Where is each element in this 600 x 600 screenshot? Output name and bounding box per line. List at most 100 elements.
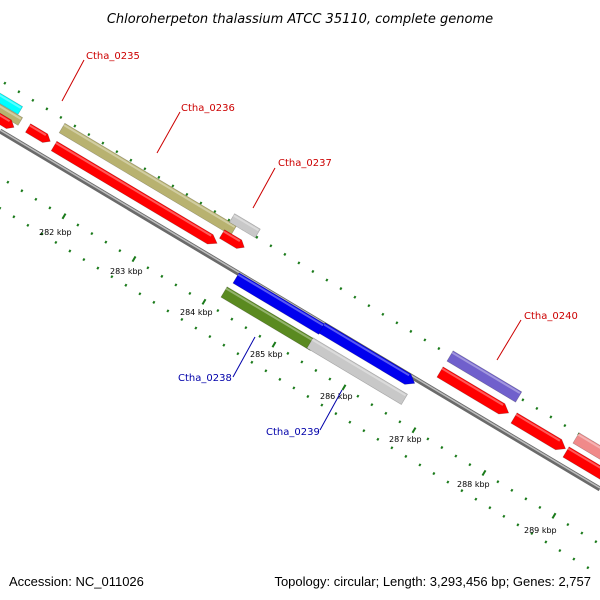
gene-label-ctha-0236[interactable]: Ctha_0236 [181, 103, 235, 114]
minor-tick [17, 90, 21, 94]
major-tick [61, 213, 67, 220]
feature-gene-ctha-0237[interactable] [229, 213, 261, 239]
feature-blue-upper[interactable] [232, 272, 326, 335]
feature-cds-left[interactable] [0, 108, 17, 132]
minor-tick [454, 454, 458, 458]
minor-tick [395, 321, 399, 325]
gene-label-ctha-0239[interactable]: Ctha_0239 [266, 427, 320, 438]
minor-tick [530, 531, 534, 536]
leader-line-ctha-0239 [319, 389, 343, 431]
minor-tick [180, 317, 184, 322]
minor-tick [115, 150, 119, 154]
feature-cds-ctha-0237[interactable] [219, 229, 246, 252]
minor-tick [54, 240, 58, 245]
minor-tick [524, 497, 528, 501]
minor-tick [208, 334, 212, 339]
minor-tick [572, 557, 576, 561]
minor-tick [510, 488, 514, 492]
gene-label-ctha-0235[interactable]: Ctha_0235 [86, 51, 140, 62]
minor-tick [230, 317, 234, 321]
minor-tick [381, 312, 385, 316]
minor-tick [250, 360, 254, 364]
accession-text: Accession: NC_011026 [9, 574, 144, 589]
minor-tick [370, 403, 374, 407]
minor-tick [82, 257, 86, 262]
major-tick [481, 469, 487, 477]
feature-olive-small[interactable] [0, 96, 24, 126]
minor-tick [580, 531, 584, 535]
minor-tick [286, 351, 290, 355]
minor-tick [283, 252, 287, 256]
minor-tick [586, 566, 590, 570]
minor-tick [292, 386, 296, 390]
minor-tick [300, 360, 304, 364]
feature-cds-ctha-0236[interactable] [50, 140, 220, 248]
leader-line-ctha-0238 [232, 336, 256, 378]
minor-tick [353, 295, 357, 299]
major-tick [411, 427, 417, 434]
feature-cds-right[interactable] [510, 412, 569, 454]
minor-tick [566, 522, 570, 527]
gene-labels: Ctha_0235 Ctha_0236 Ctha_0237 Ctha_0238 … [61, 51, 578, 438]
gene-label-ctha-0238[interactable]: Ctha_0238 [178, 373, 232, 384]
minor-tick [157, 175, 161, 179]
minor-tick [160, 274, 164, 278]
minor-tick [34, 197, 38, 201]
minor-tick [255, 235, 259, 239]
minor-tick [468, 463, 472, 467]
minor-tick [40, 232, 44, 236]
minor-tick [521, 398, 525, 402]
minor-tick [90, 231, 94, 236]
minor-tick [320, 403, 324, 407]
map-title: Chloroherpeton thalassium ATCC 35110, co… [107, 12, 493, 27]
ruler-label-286: 286 kbp [320, 392, 353, 401]
minor-tick [418, 463, 422, 467]
minor-tick [104, 240, 108, 244]
minor-tick [558, 548, 562, 553]
feature-cyan[interactable] [0, 85, 24, 115]
major-tick [341, 384, 347, 391]
feature-cds-ctha-0240[interactable] [436, 366, 512, 418]
feature-gene-ctha-0240[interactable] [446, 350, 523, 403]
minor-tick [398, 420, 402, 424]
ruler-label-287: 287 kbp [389, 435, 422, 444]
minor-tick [146, 266, 150, 270]
minor-tick [306, 394, 310, 399]
minor-tick [3, 81, 7, 85]
minor-tick [362, 429, 366, 433]
feature-cds-0235[interactable] [25, 123, 52, 146]
minor-tick [12, 215, 16, 219]
minor-tick [258, 334, 262, 338]
minor-tick [334, 412, 338, 416]
minor-tick [194, 326, 198, 330]
minor-tick [68, 249, 72, 253]
minor-tick [325, 278, 329, 282]
minor-tick [31, 98, 35, 102]
minor-tick [143, 167, 147, 171]
minor-tick [129, 158, 133, 162]
minor-tick [384, 411, 388, 415]
minor-tick [376, 437, 380, 441]
feature-gene-ctha-0238[interactable] [220, 286, 317, 351]
minor-tick [76, 223, 80, 227]
leader-line-ctha-0240 [496, 319, 522, 361]
minor-tick [152, 300, 156, 304]
feature-pink-right[interactable] [572, 432, 600, 465]
minor-tick [0, 206, 2, 210]
gene-label-ctha-0240[interactable]: Ctha_0240 [524, 311, 578, 322]
minor-tick [244, 326, 248, 330]
ruler-label-283: 283 kbp [110, 267, 143, 276]
minor-tick [236, 352, 240, 356]
ruler-label-282: 282 kbp [39, 228, 72, 237]
ruler-labels: 282 kbp 283 kbp 284 kbp 285 kbp 286 kbp … [39, 228, 557, 535]
major-tick [201, 298, 207, 305]
minor-tick [101, 141, 105, 145]
feature-blue-lower[interactable] [318, 322, 418, 389]
feature-gene-ctha-0239[interactable] [306, 337, 408, 405]
minor-tick [460, 489, 464, 493]
minor-tick [544, 540, 548, 544]
minor-tick [171, 184, 175, 188]
gene-label-ctha-0237[interactable]: Ctha_0237 [278, 158, 332, 169]
minor-tick [48, 206, 52, 210]
